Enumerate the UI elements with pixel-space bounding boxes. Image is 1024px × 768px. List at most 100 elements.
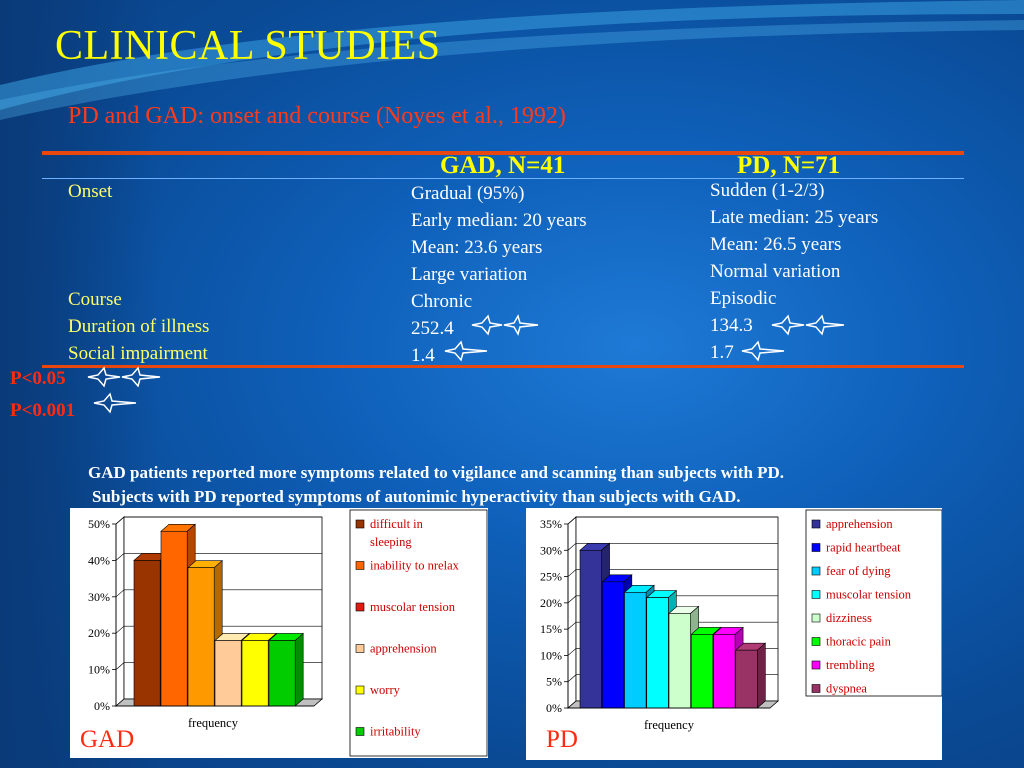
axis-side-wall: [115, 516, 125, 707]
grid-line: [567, 542, 778, 551]
slide-subtitle: PD and GAD: onset and course (Noyes et a…: [68, 103, 566, 129]
p-value-0001: P<0.001: [10, 400, 76, 421]
y-tick-label: 30%: [540, 543, 562, 557]
legend-swatch: [811, 519, 821, 529]
y-tick-label: 40%: [88, 553, 110, 567]
y-tick-label: 5%: [546, 675, 562, 689]
row-label-social: Social impairment: [68, 343, 208, 364]
legend-label: sleeping: [370, 535, 412, 549]
legend-swatch: [811, 660, 821, 670]
gad-onset-3: Mean: 23.6 years: [411, 237, 543, 258]
grid-line: [115, 625, 322, 634]
grid-line: [567, 516, 778, 525]
legend-swatch: [811, 566, 821, 576]
legend-label: muscolar tension: [826, 588, 912, 602]
bar: [735, 649, 758, 709]
bar: [690, 634, 714, 709]
legend-label: dyspnea: [826, 682, 867, 696]
significance-star-icon: [87, 366, 161, 388]
grid-line: [115, 553, 322, 561]
legend-label: rapid heartbeat: [826, 541, 901, 555]
gad-onset-2: Early median: 20 years: [411, 210, 587, 231]
y-tick-label: 20%: [540, 596, 562, 610]
y-tick-label: 15%: [540, 622, 562, 636]
legend-label: trembling: [826, 658, 875, 672]
column-header-gad: GAD, N=41: [440, 152, 566, 179]
bar: [624, 592, 647, 709]
bar: [160, 530, 188, 707]
slide-title: CLINICAL STUDIES: [55, 23, 441, 69]
pd-onset-4: Normal variation: [710, 261, 841, 282]
table-header-rule: [42, 178, 964, 179]
gad-course: Chronic: [411, 291, 473, 312]
bar: [133, 560, 161, 707]
x-axis-label: frequency: [188, 716, 239, 730]
legend-swatch: [811, 637, 821, 646]
legend-label: dizziness: [826, 611, 872, 625]
pd-chart-canvas: 0% 5% 10% 15% 20% 25% 30% 35% frequency apprehens…: [540, 509, 942, 732]
y-tick-label: 50%: [88, 517, 110, 531]
bar-side: [294, 632, 304, 707]
grid-line: [115, 589, 322, 598]
legend-swatch: [355, 602, 365, 612]
legend-label: inability to nrelax: [370, 559, 460, 573]
y-tick-label: 25%: [540, 570, 562, 584]
legend-swatch: [355, 727, 365, 736]
legend-swatch: [355, 685, 365, 695]
legend-label: apprehension: [370, 642, 437, 656]
legend-label: worry: [370, 683, 401, 697]
legend-swatch: [355, 519, 365, 529]
bar-side: [757, 642, 766, 709]
legend-swatch: [811, 684, 821, 693]
grid-line: [567, 621, 778, 630]
summary-line-1: GAD patients reported more symptoms rela…: [88, 463, 785, 482]
x-axis-label: frequency: [644, 718, 695, 732]
gad-chart-label: GAD: [80, 726, 135, 753]
legend-label: thoracic pain: [826, 635, 892, 649]
gad-chart: 0% 10% 20% 30% 40% 50% frequency difficult in sl…: [70, 508, 488, 758]
significance-star-icon: [471, 314, 539, 336]
bar: [579, 549, 602, 709]
bar: [214, 640, 242, 707]
pd-onset-3: Mean: 26.5 years: [710, 234, 842, 255]
y-tick-label: 20%: [88, 626, 110, 640]
column-header-pd: PD, N=71: [737, 152, 841, 179]
y-tick-label: 0%: [94, 699, 110, 713]
bar: [713, 634, 736, 709]
row-label-course: Course: [68, 289, 122, 310]
legend-swatch: [811, 590, 821, 599]
gad-chart-canvas: 0% 10% 20% 30% 40% 50% frequency difficult in sl…: [88, 509, 488, 757]
y-tick-label: 0%: [546, 701, 562, 715]
y-tick-label: 10%: [540, 648, 562, 662]
legend-label: apprehension: [826, 517, 893, 531]
significance-star-icon: [93, 392, 137, 414]
y-tick-label: 35%: [540, 517, 562, 531]
legend-swatch: [811, 613, 821, 623]
legend-box: [805, 509, 942, 697]
gad-duration: 252.4: [411, 318, 454, 339]
significance-star-icon: [771, 314, 845, 336]
bar: [646, 597, 669, 709]
gad-social: 1.4: [411, 345, 435, 366]
table-bottom-rule: [42, 365, 964, 368]
pd-social: 1.7: [710, 342, 734, 363]
pd-chart: 0% 5% 10% 15% 20% 25% 30% 35% frequency apprehens…: [526, 508, 942, 760]
significance-star-icon: [444, 340, 488, 362]
pd-course: Episodic: [710, 288, 777, 309]
legend-label: difficult in: [370, 517, 424, 531]
row-label-duration: Duration of illness: [68, 316, 210, 337]
y-tick-label: 30%: [88, 590, 110, 604]
pd-onset-2: Late median: 25 years: [710, 207, 879, 228]
y-tick-label: 10%: [88, 663, 110, 677]
summary-line-2: Subjects with PD reported symptoms of au…: [92, 487, 741, 506]
gad-onset-4: Large variation: [411, 264, 528, 285]
bar: [268, 640, 296, 707]
p-value-005: P<0.05: [10, 368, 66, 389]
significance-star-icon: [741, 340, 785, 362]
axis-side-wall: [567, 516, 577, 709]
grid-line: [567, 569, 778, 577]
bar: [601, 581, 625, 709]
legend-swatch: [355, 561, 365, 570]
bar: [241, 640, 269, 707]
bar: [187, 567, 215, 707]
